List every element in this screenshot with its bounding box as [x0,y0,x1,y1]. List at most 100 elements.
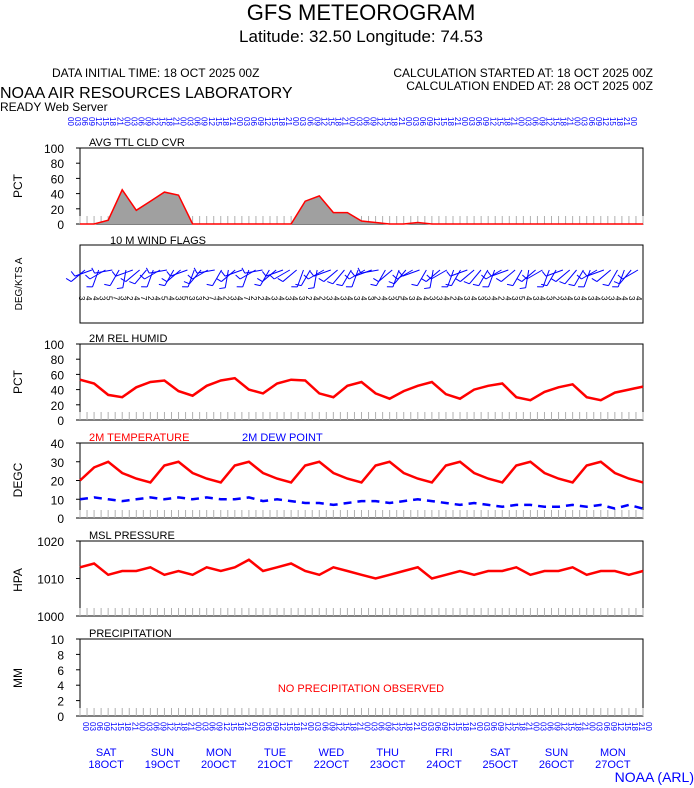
dewpoint-line [79,496,644,510]
bottom-time-label: 09 [215,722,224,731]
precip-ytick-label: 10 [51,633,65,647]
bottom-time-label: 15 [623,722,632,731]
wind-barb-flag [166,271,171,277]
bottom-time-label: 18 [348,722,357,731]
wind-barb-flag [446,271,451,277]
bottom-time-label: 00 [363,722,372,731]
top-time-label: 15 [608,117,617,126]
top-time-label: 15 [270,117,279,126]
wind-speed-label: 3 [600,296,609,301]
wind-barb [469,269,482,285]
top-time-label: 15 [326,117,335,126]
top-time-label: 18 [108,117,117,126]
top-time-label: 06 [530,117,539,126]
date-label: 25OCT [483,759,519,771]
bottom-time-label: 21 [637,722,646,731]
top-time-label: 00 [629,117,638,126]
top-time-label: 21 [115,117,124,126]
wind-barb-flag [576,274,582,280]
date-label: 26OCT [539,759,575,771]
bottom-time-label: 00 [644,722,653,731]
bottom-time-label: 18 [123,722,132,731]
wind-barb [460,269,475,282]
bottom-time-label: 21 [355,722,364,731]
wind-barb-flag [455,277,461,282]
wind-barb-flag [424,287,431,290]
bottom-time-label: 21 [243,722,252,731]
wind-barb [265,269,284,277]
wind-barb [273,269,291,280]
bottom-time-label: 09 [440,722,449,731]
wind-barb [323,269,338,282]
bottom-time-label: 18 [180,722,189,731]
wind-barb-flag [495,277,502,282]
top-time-label: 06 [305,117,314,126]
wind-speed-label: 3 [435,296,444,301]
wind-barb [416,269,427,286]
cloud-ytick-label: 80 [51,157,65,171]
bottom-time-label: 21 [299,722,308,731]
top-time-label: 00 [460,117,469,126]
bottom-time-label: 15 [229,722,238,731]
wind-speed-label: 4 [166,296,175,301]
wind-barb [581,269,598,280]
top-time-label: 00 [235,117,244,126]
wind-barb [221,269,236,282]
top-time-label: 06 [249,117,258,126]
wind-speed-label: 4 [524,296,533,301]
bottom-time-label: 06 [602,722,611,731]
top-time-label: 09 [200,117,209,126]
bottom-time-label: 12 [447,722,456,731]
wind-barb-flag [357,267,362,274]
wind-barb [212,269,222,286]
wind-barb [521,269,536,282]
bottom-time-label: 09 [271,722,280,731]
wind-barb [313,269,331,277]
wind-barb [349,269,366,280]
wind-barb [542,269,550,288]
wind-barb [170,269,188,277]
wind-speed-label: 3 [545,296,554,301]
wind-barb-flag [91,267,96,274]
wind-barb [450,269,468,277]
cloud-ytick-label: 20 [51,203,65,217]
wind-speed-label: 4 [84,296,93,301]
top-time-label: 12 [488,117,497,126]
top-time-label: 12 [207,117,216,126]
bottom-time-label: 06 [151,722,160,731]
top-time-label: 18 [390,117,399,126]
wind-barb-flag [303,274,309,280]
wind-speed-label: 7 [139,296,148,301]
wind-barb-flag [277,277,284,282]
bottom-time-label: 00 [475,722,484,731]
temp-ytick-label: 20 [51,475,65,489]
bottom-time-label: 06 [95,722,104,731]
wind-speed-label: 3 [283,296,292,301]
wind-barb [586,269,605,277]
bottom-time-label: 21 [130,722,139,731]
wind-barb-flag [487,271,492,277]
bottom-time-label: 00 [137,722,146,731]
bottom-time-label: 09 [158,722,167,731]
top-time-label: 00 [348,117,357,126]
wind-barb-flag [463,281,470,285]
location-label: Latitude: 32.50 Longitude: 74.53 [239,27,483,46]
wind-barb [244,269,263,274]
wind-barb [447,269,455,288]
bottom-time-label: 15 [454,722,463,731]
bottom-time-label: 12 [616,722,625,731]
wind-barb [622,269,639,280]
wind-barb-flag [261,271,267,277]
bottom-time-label: 18 [574,722,583,731]
wind-barb [491,269,509,277]
wind-speed-label: 2 [318,296,327,301]
wind-barb-flag [516,277,523,282]
wind-barb-flag [116,287,123,290]
top-time-label: 00 [404,117,413,126]
wind-speed-label: 3 [77,296,86,301]
wind-barb-flag [269,274,275,280]
wind-speed-label: 4 [91,296,100,301]
wind-speed-label: 3 [118,296,127,301]
wind-barb-flag [65,277,72,282]
wind-barb-flag [295,283,302,287]
